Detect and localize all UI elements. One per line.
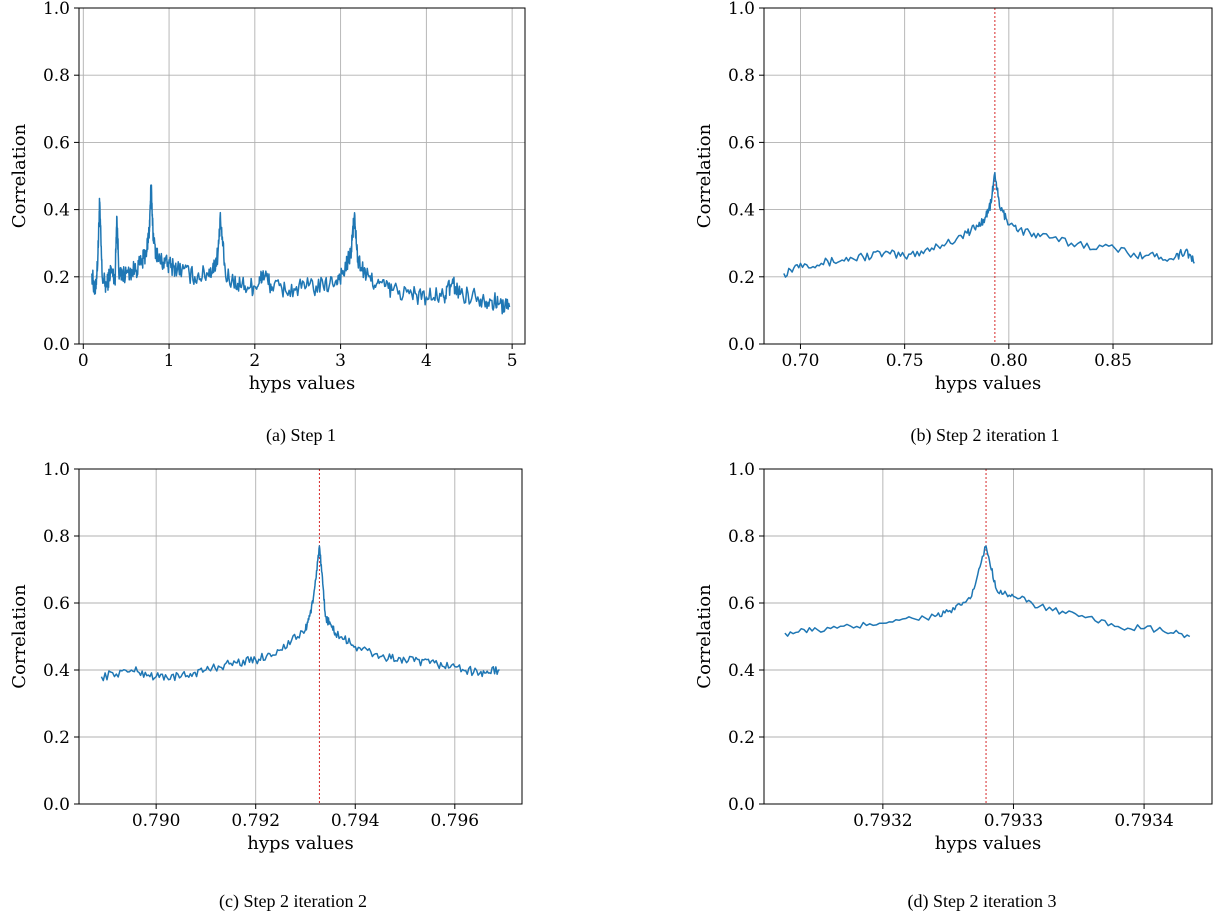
panel-a-xtick-label-4: 4 <box>421 351 432 371</box>
panel-c-ytick-label-4: 0.8 <box>43 527 70 547</box>
panel-a: 0 1 2 3 4 5 0.0 0.2 0.4 0.6 0.8 1.0 hyps values Corre… <box>9 0 526 394</box>
panel-d-xtick-label-2: 0.7934 <box>1114 811 1173 831</box>
panel-c-xtick-label-0: 0.790 <box>132 811 181 831</box>
caption-b: (b) Step 2 iteration 1 <box>911 425 1060 446</box>
panel-c-xtick-label-1: 0.792 <box>231 811 280 831</box>
panel-b-ytick-label-1: 0.2 <box>728 268 755 288</box>
panel-b-ylabel: Correlation <box>694 123 715 228</box>
panel-a-xlabel: hyps values <box>249 373 355 394</box>
panel-a-xtick-label-2: 2 <box>249 351 260 371</box>
panel-c-frame <box>78 468 523 805</box>
caption-a: (a) Step 1 <box>266 425 336 446</box>
panel-d-ytick-label-4: 0.8 <box>728 527 755 547</box>
panel-c-ytick-label-0: 0.0 <box>43 795 70 815</box>
panel-b-ytick-label-3: 0.6 <box>728 133 755 153</box>
panel-a-ytick-label-1: 0.2 <box>43 268 70 288</box>
panel-c-xtick-label-3: 0.796 <box>430 811 479 831</box>
panel-a-xtick-label-0: 0 <box>78 351 89 371</box>
panel-a-ylabel: Correlation <box>9 123 30 228</box>
panel-d-frame <box>763 468 1213 805</box>
panel-b-xtick-label-3: 0.85 <box>1094 351 1132 371</box>
panel-c-xlabel: hyps values <box>247 833 353 854</box>
panel-d-ylabel: Correlation <box>694 584 715 689</box>
panel-b-frame <box>763 7 1213 345</box>
panel-b-ytick-label-5: 1.0 <box>728 0 755 19</box>
panel-a-xtick-label-1: 1 <box>164 351 175 371</box>
panel-a-ytick-label-2: 0.4 <box>43 201 70 221</box>
panel-a-frame <box>78 7 526 345</box>
panel-c-ytick-label-1: 0.2 <box>43 728 70 748</box>
panel-b-ytick-label-4: 0.8 <box>728 66 755 86</box>
panel-c-series-0 <box>100 545 500 682</box>
panel-d-xlabel: hyps values <box>935 833 1041 854</box>
caption-c: (c) Step 2 iteration 2 <box>219 891 367 911</box>
panel-b-xlabel: hyps values <box>935 373 1041 394</box>
panel-d-xtick-label-1: 0.7933 <box>984 811 1043 831</box>
panel-d-ytick-label-2: 0.4 <box>728 661 755 681</box>
panel-d-xtick-label-0: 0.7932 <box>853 811 912 831</box>
panel-c-ytick-label-3: 0.6 <box>43 594 70 614</box>
panel-c-ytick-label-2: 0.4 <box>43 661 70 681</box>
panel-a-xtick-label-5: 5 <box>507 351 518 371</box>
panel-b-xtick-label-0: 0.70 <box>782 351 820 371</box>
panel-d-ytick-label-5: 1.0 <box>728 460 755 480</box>
panel-b-xtick-label-2: 0.80 <box>990 351 1028 371</box>
caption-d: (d) Step 2 iteration 3 <box>908 891 1057 911</box>
panel-a-ytick-label-4: 0.8 <box>43 66 70 86</box>
panel-c: 0.790 0.792 0.794 0.796 0.0 0.2 0.4 0.6 0.8 1.0 hy… <box>9 460 523 854</box>
panel-c-ytick-label-5: 1.0 <box>43 460 70 480</box>
panel-d-ytick-label-0: 0.0 <box>728 795 755 815</box>
panel-d-ytick-label-1: 0.2 <box>728 728 755 748</box>
panel-d-series-0 <box>784 545 1191 639</box>
panel-a-series-0 <box>91 184 511 315</box>
panel-a-xtick-label-3: 3 <box>335 351 346 371</box>
panel-a-ytick-label-3: 0.6 <box>43 133 70 153</box>
panel-a-ytick-label-5: 1.0 <box>43 0 70 19</box>
panel-d-ytick-label-3: 0.6 <box>728 594 755 614</box>
panel-c-ylabel: Correlation <box>9 584 30 689</box>
panel-a-ytick-label-0: 0.0 <box>43 335 70 355</box>
panel-b-xtick-label-1: 0.75 <box>886 351 924 371</box>
panel-b-series-0 <box>783 171 1195 278</box>
panel-b: 0.70 0.75 0.80 0.85 0.0 0.2 0.4 0.6 0.8 1.0 hyps v… <box>694 0 1213 394</box>
panel-b-ytick-label-0: 0.0 <box>728 335 755 355</box>
panel-b-ytick-label-2: 0.4 <box>728 201 755 221</box>
panel-c-xtick-label-2: 0.794 <box>331 811 380 831</box>
panel-d: 0.7932 0.7933 0.7934 0.0 0.2 0.4 0.6 0.8 1.0 hyps… <box>694 460 1213 854</box>
